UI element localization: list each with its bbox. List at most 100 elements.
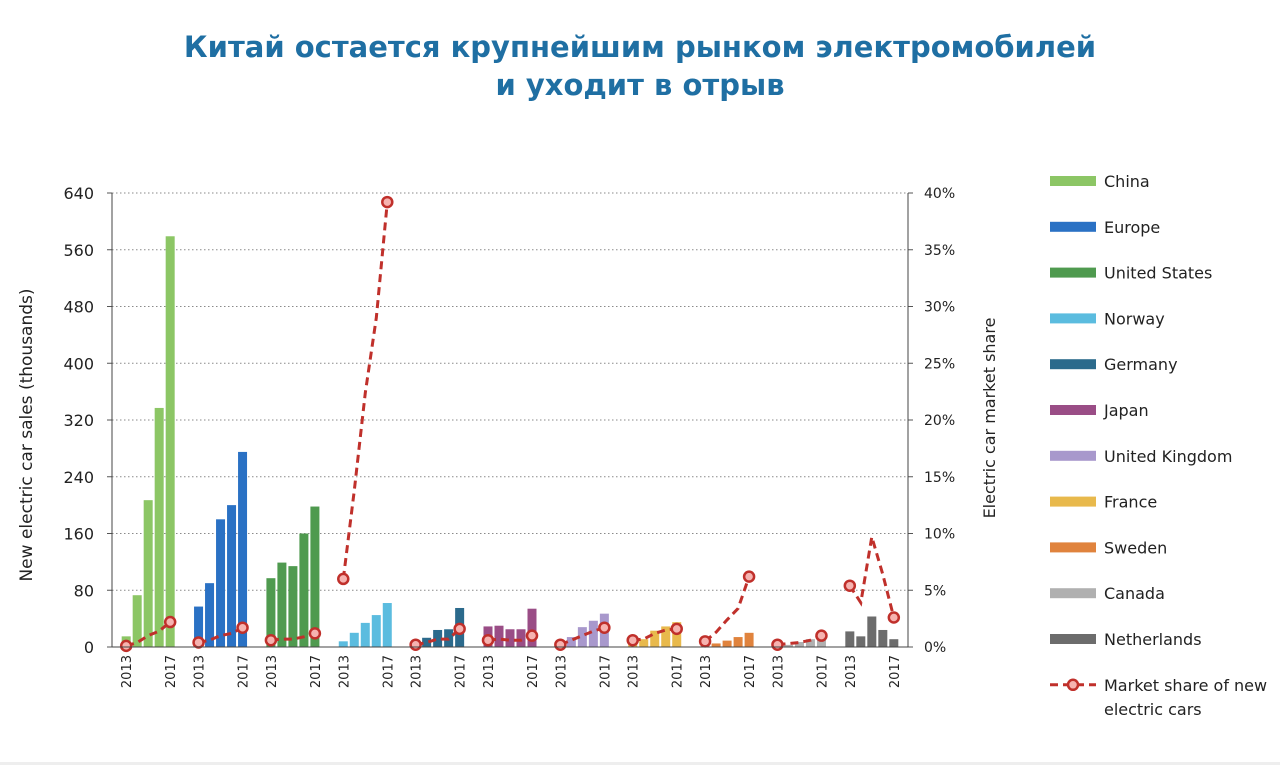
bar-europe-2014 [205,583,215,647]
bar-united-kingdom-2014 [566,637,576,647]
share-point-norway-2017 [381,195,394,209]
legend-label: Sweden [1104,538,1167,557]
share-line-united-states [270,631,316,642]
share-point-united-states-2013 [264,633,278,647]
share-point-germany-2013 [409,638,422,651]
y-tick-label: 480 [63,298,94,317]
y-tick-label: 80 [74,581,94,600]
share-point-united-states-2017 [308,627,322,640]
share-point-united-kingdom-2017 [598,621,611,634]
bar-europe-2015 [216,519,226,647]
y-tick-label: 320 [63,411,94,430]
bar-germany-2016 [444,629,454,647]
share-point-netherlands-2013 [843,579,857,592]
legend-swatch-norway [1050,313,1096,324]
x-tick-label: 2013 [193,655,208,688]
x-tick-label: 2017 [164,655,179,688]
share-line-sweden [704,576,751,643]
share-point-france-2017 [670,622,683,636]
bar-netherlands-2013 [845,631,855,647]
share-point-japan-2017 [525,629,539,642]
x-tick-label: 2017 [815,655,830,688]
legend-label: Europe [1104,218,1160,237]
bar-japan-2016 [516,629,526,647]
x-tick-label: 2013 [771,655,786,688]
legend-swatch-netherlands [1050,634,1096,644]
legend-label: France [1104,493,1157,512]
x-tick-label: 2013 [554,655,569,688]
y-tick-label: 640 [63,184,94,203]
share-point-china-2013 [119,639,133,653]
y2-tick-label: 10% [924,527,955,543]
y2-axis-title: Electric car market share [980,318,999,519]
bar-united-states-2014 [277,562,287,647]
bar-germany-2015 [433,629,443,647]
bar-france-2015 [650,630,660,647]
share-line-europe [198,626,244,644]
legend-label: Canada [1104,584,1165,603]
y2-tick-label: 5% [924,583,946,599]
x-tick-label: 2013 [337,655,352,688]
y-tick-label: 240 [63,468,94,487]
share-line-netherlands [848,536,896,618]
x-tick-label: 2017 [671,655,686,688]
bar-france-2014 [639,639,649,647]
legend-swatch-europe [1050,221,1096,232]
share-point-sweden-2017 [742,570,756,583]
legend-line-marker [1066,678,1080,692]
x-tick-label: 2017 [381,655,396,688]
bar-canada-2015 [794,642,804,647]
x-tick-label: 2013 [410,655,425,688]
x-tick-label: 2017 [309,655,324,688]
bar-netherlands-2016 [878,629,888,647]
bar-norway-2013 [338,641,348,647]
bar-sweden-2016 [733,637,743,647]
bar-sweden-2017 [744,632,754,647]
legend-swatch-france [1050,496,1096,507]
y2-tick-label: 20% [924,413,955,429]
share-point-canada-2017 [815,629,828,642]
x-tick-label: 2017 [526,655,541,688]
bar-germany-2014 [422,637,432,647]
bar-norway-2016 [371,615,381,647]
bar-japan-2015 [505,629,515,647]
x-tick-label: 2013 [265,655,280,688]
bar-netherlands-2017 [889,639,899,647]
legend: China Europe United States Norway Germany Jap… [1050,172,1267,719]
bars-layer [121,236,899,647]
share-point-france-2013 [626,633,639,647]
x-tick-label: 2017 [598,655,613,688]
legend-label: United Kingdom [1104,447,1232,466]
share-point-sweden-2013 [698,635,712,648]
y2-tick-label: 15% [924,470,955,486]
bar-canada-2014 [783,644,793,647]
bar-netherlands-2014 [856,636,866,647]
market-share-lines [119,195,901,653]
y2-tick-label: 25% [924,356,955,372]
y-tick-label: 400 [63,354,94,373]
bar-japan-2014 [494,625,504,647]
legend-swatch-germany [1050,359,1096,370]
legend-swatch-united-kingdom [1050,450,1096,461]
bar-china-2015 [143,500,153,647]
legend-label: Market share of new [1104,676,1267,695]
legend-swatch-canada [1050,588,1096,599]
legend-swatch-china [1050,176,1096,186]
x-tick-label: 2017 [237,655,252,688]
bar-norway-2015 [360,622,370,647]
bar-europe-2013 [194,606,204,647]
legend-label: Norway [1104,309,1165,328]
y-axis-title: New electric car sales (thousands) [17,288,37,581]
share-line-china [125,620,172,648]
bar-china-2017 [165,236,175,647]
bar-sweden-2015 [722,640,732,647]
legend-label: electric cars [1104,700,1202,719]
share-point-europe-2017 [236,621,249,634]
share-point-united-kingdom-2013 [554,638,567,651]
share-line-canada [777,634,823,647]
share-point-europe-2013 [192,636,205,649]
bar-china-2016 [154,407,164,647]
share-line-japan [487,634,533,642]
bar-europe-2016 [227,505,237,647]
